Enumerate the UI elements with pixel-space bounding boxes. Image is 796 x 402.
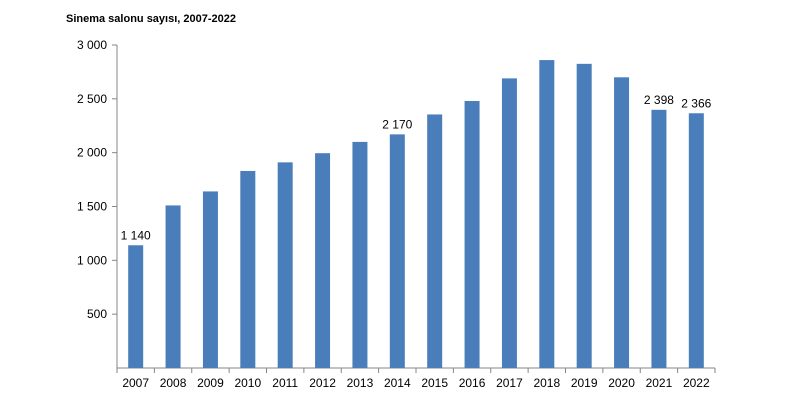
y-tick-label: 500 [87, 307, 107, 321]
x-tick-label: 2020 [608, 376, 635, 390]
x-tick-label: 2007 [122, 376, 149, 390]
x-tick-label: 2008 [160, 376, 187, 390]
x-tick-label: 2013 [347, 376, 374, 390]
y-tick-label: 1 000 [77, 253, 107, 267]
bar-2011 [277, 162, 293, 368]
x-tick-label: 2015 [421, 376, 448, 390]
x-tick-label: 2019 [571, 376, 598, 390]
bar-2017 [501, 78, 517, 369]
bar-2013 [352, 141, 368, 368]
chart-title: Sinema salonu sayısı, 2007-2022 [66, 13, 236, 25]
bar-2009 [202, 191, 218, 368]
x-tick-label: 2017 [496, 376, 523, 390]
y-tick-label: 2 000 [77, 146, 107, 160]
bar-2022 [688, 113, 704, 368]
x-tick-label: 2018 [533, 376, 560, 390]
bar-2008 [165, 205, 181, 368]
bar-2016 [464, 100, 480, 368]
x-tick-label: 2021 [646, 376, 673, 390]
x-tick-label: 2012 [309, 376, 336, 390]
x-tick-label: 2014 [384, 376, 411, 390]
data-label-2014: 2 170 [382, 117, 412, 131]
bar-2012 [315, 153, 331, 368]
bar-2018 [539, 60, 555, 368]
bar-2015 [427, 114, 443, 368]
x-tick-label: 2009 [197, 376, 224, 390]
y-tick-label: 3 000 [77, 38, 107, 52]
bar-2021 [651, 109, 667, 368]
y-tick-label: 2 500 [77, 92, 107, 106]
bar-2010 [240, 170, 256, 368]
bar-2020 [614, 77, 630, 369]
y-tick-label: 1 500 [77, 200, 107, 214]
x-tick-label: 2011 [272, 376, 298, 390]
data-label-2007: 1 140 [121, 228, 151, 242]
bar-series [128, 60, 704, 369]
chart-axes: 500 1 000 1 500 2 000 2 500 3 000 2007 2008 2009… [77, 38, 716, 390]
x-tick-label: 2016 [459, 376, 486, 390]
bar-2019 [576, 63, 592, 368]
bar-2014 [389, 134, 405, 368]
data-label-2022: 2 366 [681, 96, 711, 110]
bar-2007 [128, 245, 144, 368]
data-labels: 1 140 2 170 2 398 2 366 [121, 93, 712, 242]
data-label-2021: 2 398 [644, 93, 674, 107]
x-tick-label: 2010 [234, 376, 261, 390]
x-tick-label: 2022 [683, 376, 710, 390]
